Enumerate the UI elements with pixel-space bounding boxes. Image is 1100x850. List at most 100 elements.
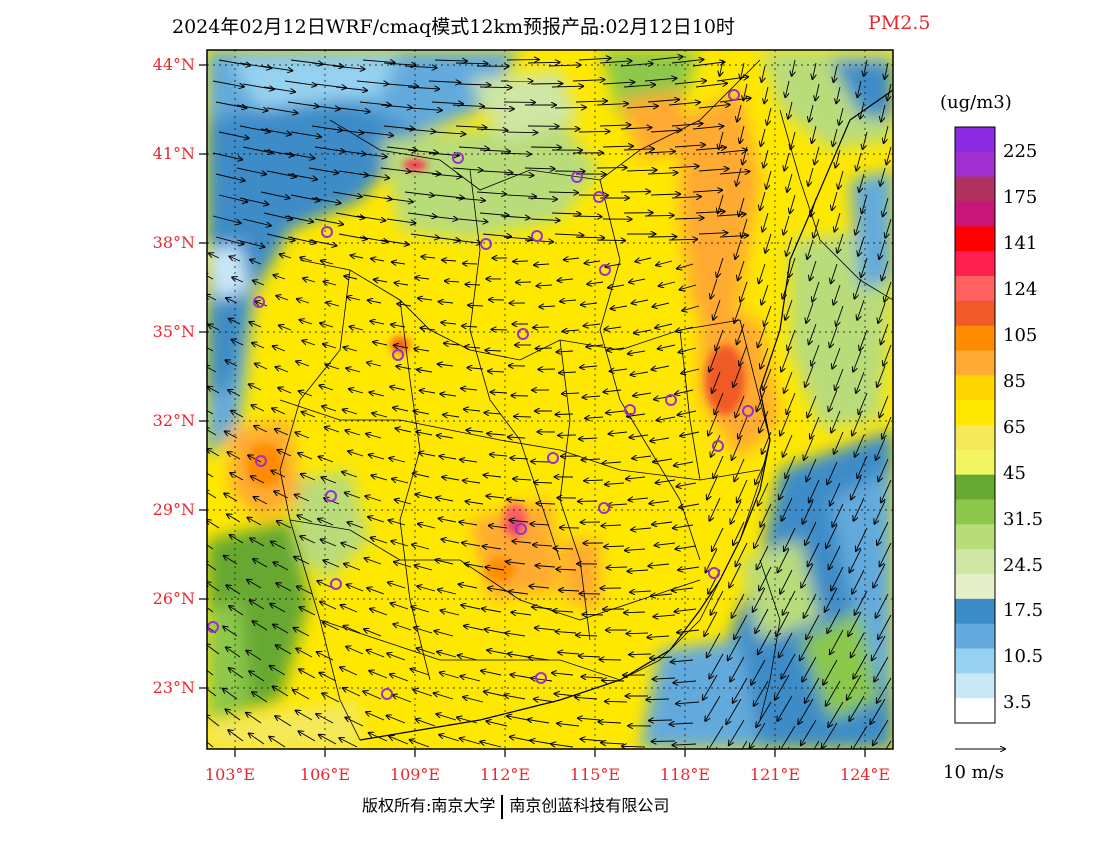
- wind-arrow: [435, 560, 454, 565]
- wind-arrow: [644, 215, 674, 216]
- wind-arrow: [380, 105, 412, 108]
- wind-arrow: [882, 260, 889, 280]
- wind-arrow: [650, 130, 681, 132]
- wind-arrow: [301, 474, 316, 481]
- wind-arrow: [415, 494, 433, 499]
- wind-arrow: [246, 713, 262, 724]
- wind-arrow: [506, 132, 537, 133]
- wind-arrow: [319, 457, 334, 463]
- wind-arrow: [480, 742, 502, 748]
- map-frame: [206, 49, 894, 750]
- wind-arrow: [734, 302, 742, 323]
- wind-arrow: [780, 725, 796, 749]
- wind-arrow: [528, 720, 550, 724]
- wind-arrow: [784, 527, 796, 551]
- wind-arrow: [560, 300, 577, 301]
- wind-arrow: [878, 614, 892, 639]
- wind-arrow: [413, 473, 430, 478]
- wind-arrow: [881, 323, 889, 344]
- wind-arrow: [324, 282, 337, 285]
- wind-arrow: [831, 566, 844, 591]
- wind-arrow: [459, 584, 478, 589]
- wind-arrow: [719, 171, 749, 174]
- wind-arrow: [224, 556, 238, 565]
- wind-arrow: [692, 62, 724, 67]
- wind-arrow: [655, 543, 676, 545]
- legend-swatch: [955, 176, 995, 202]
- wind-arrow: [596, 240, 625, 241]
- wind-arrow: [623, 149, 654, 150]
- wind-arrow: [557, 723, 580, 726]
- wind-arrow: [332, 191, 362, 197]
- wind-arrow: [466, 501, 484, 504]
- wind-arrow: [703, 674, 718, 700]
- wind-arrow: [369, 671, 388, 679]
- wind-arrow: [461, 388, 478, 390]
- wind-arrow: [252, 343, 265, 349]
- wind-arrow: [578, 131, 609, 132]
- wind-arrow: [414, 349, 430, 351]
- wind-arrow: [228, 730, 244, 742]
- wind-arrow: [239, 125, 270, 132]
- legend-label-3-5: 3.5: [1003, 692, 1032, 713]
- wind-arrow: [467, 368, 484, 369]
- wind-arrow: [852, 413, 862, 436]
- wind-arrow: [462, 543, 481, 546]
- wind-arrow: [284, 80, 316, 85]
- wind-arrow: [809, 323, 817, 344]
- wind-arrow: [564, 258, 580, 260]
- wind-arrow: [207, 520, 220, 529]
- wind-arrow: [835, 212, 841, 232]
- wind-arrow: [383, 126, 414, 129]
- wind-arrow: [367, 650, 385, 658]
- wind-arrow: [776, 611, 790, 636]
- wind-arrow: [388, 582, 406, 589]
- wind-arrow: [622, 746, 646, 747]
- wind-arrow: [856, 527, 868, 551]
- station-markers: [207, 89, 754, 700]
- wind-arrow: [242, 146, 273, 153]
- wind-arrow: [740, 125, 745, 143]
- wind-arrow: [482, 609, 502, 613]
- wind-arrow: [603, 390, 622, 392]
- wind-arrow: [554, 107, 586, 108]
- wind-arrow: [755, 461, 766, 484]
- wind-arrow: [270, 604, 286, 613]
- wind-arrow: [679, 347, 697, 352]
- wind-arrow: [413, 690, 433, 697]
- wind-arrow: [266, 170, 296, 177]
- wind-arrow: [215, 101, 246, 108]
- wind-arrow: [445, 281, 460, 282]
- wind-arrow: [599, 722, 622, 723]
- wind-arrow: [885, 218, 892, 238]
- wind-arrow: [672, 744, 697, 745]
- wind-arrow: [428, 215, 458, 219]
- wind-arrow: [254, 497, 268, 505]
- wind-arrow: [514, 416, 532, 417]
- wind-arrow: [367, 588, 385, 595]
- wind-arrow: [287, 173, 317, 179]
- wind-arrow: [587, 282, 604, 284]
- wind-arrow: [707, 632, 721, 657]
- copyright-left: 版权所有:南京大学: [362, 796, 496, 815]
- wind-arrow: [766, 170, 772, 189]
- wind-arrow: [607, 348, 625, 350]
- wind-arrow: [834, 65, 838, 82]
- wind-arrow: [463, 697, 484, 703]
- wind-arrow: [279, 325, 292, 331]
- wind-arrow: [627, 633, 649, 634]
- wind-arrow: [346, 647, 364, 655]
- wind-arrow: [678, 410, 697, 415]
- wind-arrow: [807, 239, 814, 259]
- wind-arrow: [836, 86, 841, 103]
- wind-arrow: [396, 366, 412, 369]
- wind-arrow: [439, 735, 460, 742]
- wind-arrow: [604, 546, 625, 547]
- wind-arrow: [706, 548, 718, 572]
- wind-arrow: [620, 192, 650, 193]
- wind-arrow: [239, 62, 271, 68]
- wind-arrow: [735, 239, 742, 259]
- wind-arrow: [830, 326, 838, 347]
- wind-arrow: [421, 328, 436, 330]
- wind-arrow: [659, 281, 676, 286]
